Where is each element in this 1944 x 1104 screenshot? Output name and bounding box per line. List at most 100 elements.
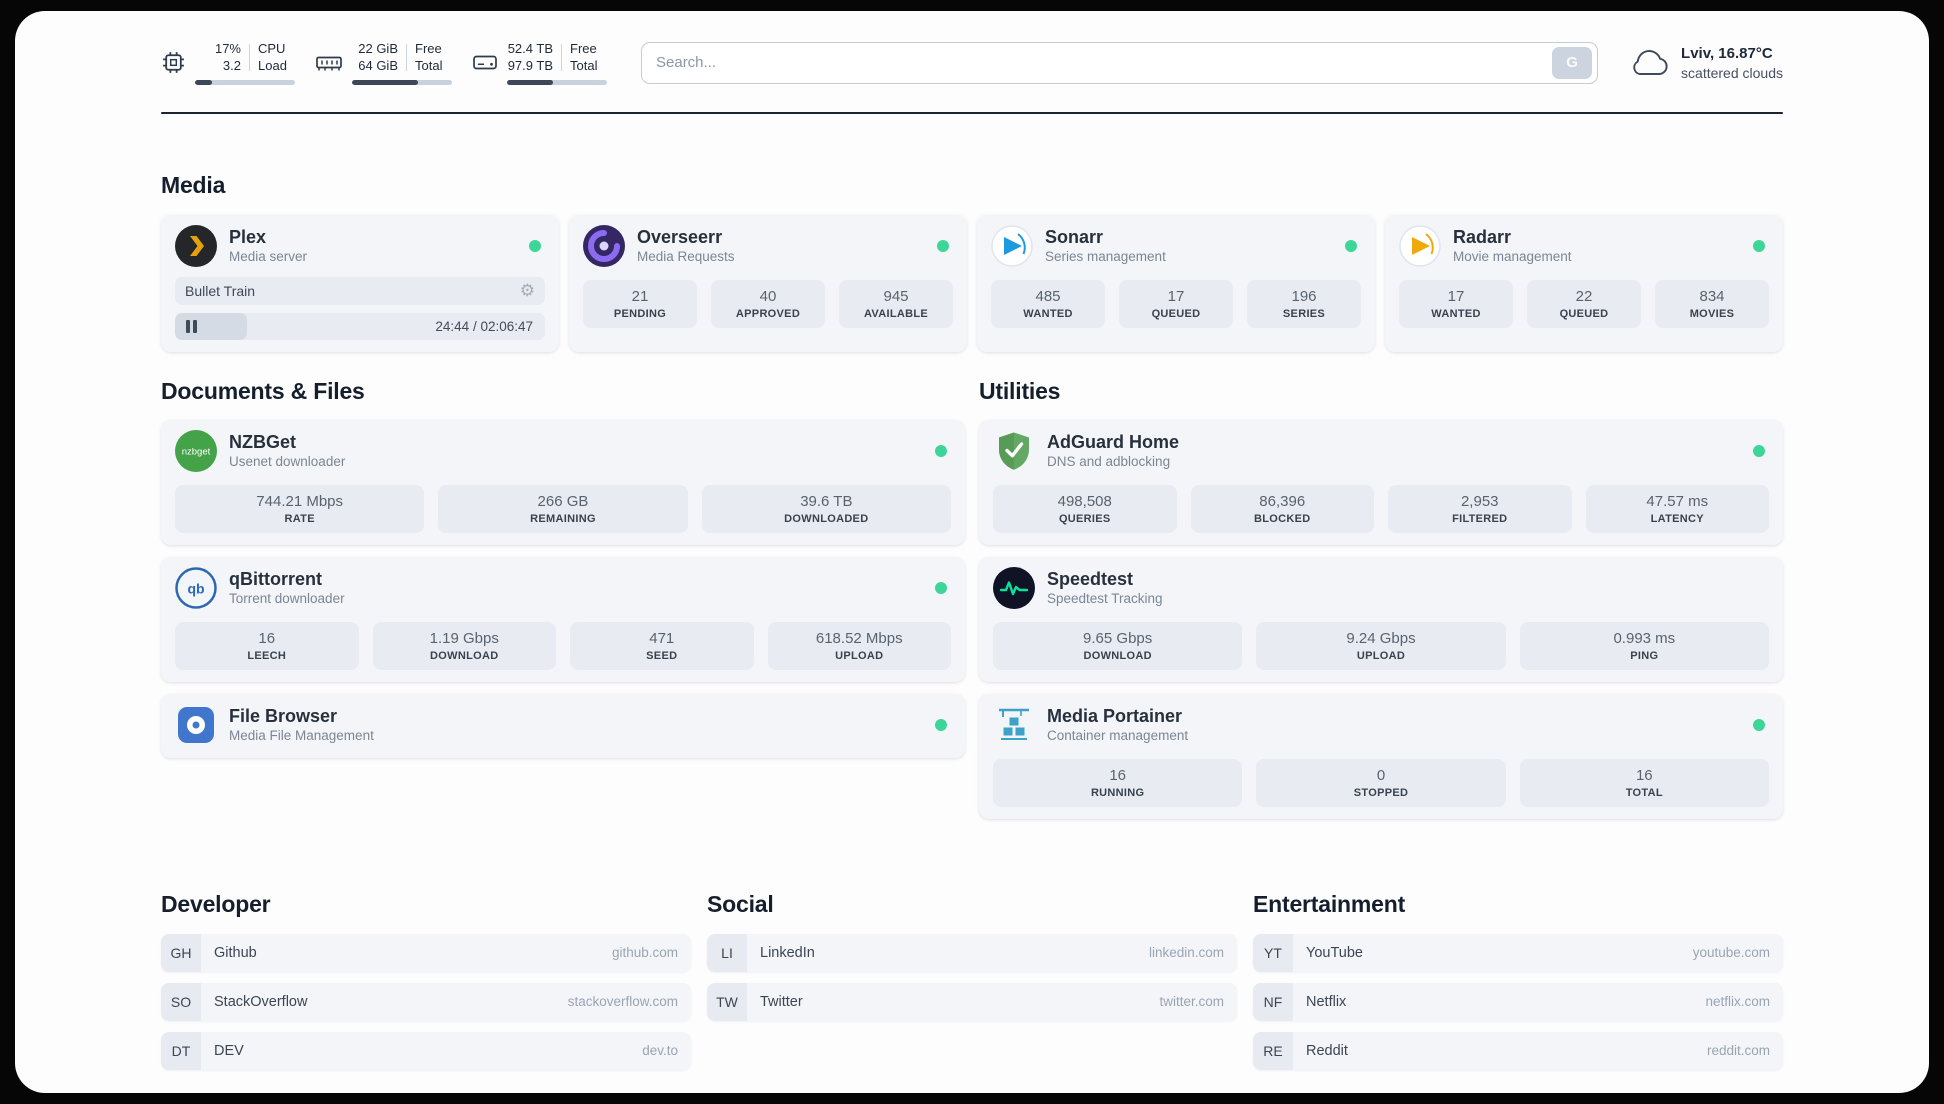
service-card-qbittorrent[interactable]: qb qBittorrent Torrent downloader 16 LEE… bbox=[161, 556, 965, 682]
bookmark-youtube[interactable]: YT YouTube youtube.com bbox=[1253, 933, 1783, 972]
stat-seed: 471 SEED bbox=[570, 621, 754, 670]
section-title-social: Social bbox=[707, 890, 774, 917]
status-dot bbox=[935, 581, 947, 594]
disk-widget: 52.4 TB 97.9 TB Free Total bbox=[472, 41, 607, 85]
status-dot bbox=[1345, 239, 1357, 252]
bookmarks-developer: Developer GH Github github.com SO StackO… bbox=[161, 831, 691, 1081]
plex-playback-time: 24:44 / 02:06:47 bbox=[435, 318, 533, 334]
section-title-developer: Developer bbox=[161, 890, 271, 917]
pause-icon bbox=[186, 319, 197, 333]
stat-rate: 744.21 Mbps RATE bbox=[175, 484, 425, 533]
service-title: NZBGet bbox=[229, 431, 296, 452]
disk-icon bbox=[473, 56, 497, 70]
cpu-usage-label: CPU bbox=[258, 41, 286, 56]
memory-free-label: Free bbox=[415, 41, 442, 56]
stat-approved: 40 APPROVED bbox=[711, 279, 825, 328]
service-card-sonarr[interactable]: Sonarr Series management 485 WANTED 17 Q… bbox=[977, 214, 1375, 352]
bookmark-abbr: RE bbox=[1253, 1031, 1293, 1070]
search-bar[interactable]: G bbox=[641, 41, 1599, 84]
documents-column: Documents & Files nzbget NZBGet Usenet d… bbox=[161, 352, 965, 770]
service-card-overseerr[interactable]: Overseerr Media Requests 21 PENDING 40 A… bbox=[569, 214, 967, 352]
cpu-usage-value: 17% bbox=[214, 41, 241, 56]
bookmark-url: linkedin.com bbox=[1148, 945, 1224, 961]
status-dot bbox=[1753, 718, 1765, 731]
sonarr-icon bbox=[991, 225, 1033, 267]
bookmark-url: youtube.com bbox=[1692, 945, 1770, 961]
bookmark-linkedin[interactable]: LI LinkedIn linkedin.com bbox=[707, 933, 1237, 972]
bookmark-name: Twitter bbox=[760, 993, 803, 1010]
cloud-icon bbox=[1633, 50, 1668, 76]
bookmark-abbr: SO bbox=[161, 982, 201, 1021]
bookmark-abbr: NF bbox=[1253, 982, 1293, 1021]
service-subtitle: Usenet downloader bbox=[229, 454, 346, 470]
bookmarks-social: Social LI LinkedIn linkedin.com TW Twitt… bbox=[707, 831, 1237, 1032]
service-title: qBittorrent bbox=[229, 568, 322, 589]
utilities-column: Utilities AdGuard Home DNS and adblockin… bbox=[979, 352, 1783, 831]
service-subtitle: Media File Management bbox=[229, 728, 374, 744]
service-card-speedtest[interactable]: Speedtest Speedtest Tracking 9.65 Gbps D… bbox=[979, 556, 1783, 682]
status-dot bbox=[935, 444, 947, 457]
bookmark-name: Github bbox=[214, 944, 257, 961]
bookmark-reddit[interactable]: RE Reddit reddit.com bbox=[1253, 1031, 1783, 1070]
divider bbox=[249, 44, 250, 72]
stat-movies: 834 MOVIES bbox=[1655, 279, 1769, 328]
service-card-portainer[interactable]: Media Portainer Container management 16 … bbox=[979, 693, 1783, 819]
bookmark-name: DEV bbox=[214, 1042, 244, 1059]
plex-icon bbox=[175, 224, 217, 267]
cpu-icon bbox=[163, 52, 184, 74]
svg-text:qb: qb bbox=[187, 580, 204, 596]
status-dot bbox=[1753, 444, 1765, 457]
bookmark-netflix[interactable]: NF Netflix netflix.com bbox=[1253, 982, 1783, 1021]
service-subtitle: Movie management bbox=[1453, 249, 1572, 265]
memory-widget: 22 GiB 64 GiB Free Total bbox=[315, 41, 452, 85]
service-subtitle: Series management bbox=[1045, 249, 1166, 265]
weather-widget: Lviv, 16.87°C scattered clouds bbox=[1626, 44, 1783, 82]
disk-free-value: 52.4 TB bbox=[507, 41, 553, 56]
now-playing-title: Bullet Train bbox=[185, 282, 256, 299]
service-title: Speedtest bbox=[1047, 568, 1134, 589]
service-card-radarr[interactable]: Radarr Movie management 17 WANTED 22 QUE… bbox=[1385, 214, 1783, 352]
stat-download: 1.19 Gbps DOWNLOAD bbox=[372, 621, 556, 670]
disk-total-value: 97.9 TB bbox=[507, 57, 553, 73]
bookmark-url: github.com bbox=[611, 945, 678, 961]
search-input[interactable] bbox=[656, 54, 1553, 72]
service-card-filebrowser[interactable]: File Browser Media File Management bbox=[161, 693, 965, 758]
radarr-icon bbox=[1399, 225, 1441, 267]
service-title: Radarr bbox=[1453, 226, 1512, 247]
bookmark-abbr: DT bbox=[161, 1031, 201, 1070]
bookmark-github[interactable]: GH Github github.com bbox=[161, 933, 691, 972]
bookmark-url: stackoverflow.com bbox=[567, 994, 678, 1010]
bookmark-stackoverflow[interactable]: SO StackOverflow stackoverflow.com bbox=[161, 982, 691, 1021]
disk-progress-fill bbox=[507, 79, 553, 85]
stat-upload: 618.52 Mbps UPLOAD bbox=[767, 621, 951, 670]
gear-icon[interactable]: ⚙ bbox=[519, 281, 535, 301]
service-card-nzbget[interactable]: nzbget NZBGet Usenet downloader 744.21 M… bbox=[161, 419, 965, 545]
bookmark-twitter[interactable]: TW Twitter twitter.com bbox=[707, 982, 1237, 1021]
portainer-icon bbox=[999, 708, 1029, 740]
stat-wanted: 485 WANTED bbox=[991, 279, 1105, 328]
stat-leech: 16 LEECH bbox=[175, 621, 359, 670]
overseerr-icon bbox=[583, 224, 625, 267]
cpu-progress-fill bbox=[195, 79, 212, 85]
stat-filtered: 2,953 FILTERED bbox=[1388, 484, 1572, 533]
bookmark-dev[interactable]: DT DEV dev.to bbox=[161, 1031, 691, 1070]
search-provider-button[interactable]: G bbox=[1552, 46, 1593, 79]
stat-total: 16 TOTAL bbox=[1519, 758, 1769, 807]
section-title-entertainment: Entertainment bbox=[1253, 890, 1406, 917]
status-dot bbox=[529, 239, 541, 252]
service-title: File Browser bbox=[229, 705, 338, 726]
memory-total-value: 64 GiB bbox=[358, 57, 398, 73]
bookmark-url: reddit.com bbox=[1706, 1043, 1770, 1059]
service-card-plex[interactable]: Plex Media server Bullet Train ⚙ 24:44 /… bbox=[161, 214, 559, 352]
service-card-adguard[interactable]: AdGuard Home DNS and adblocking 498,508 … bbox=[979, 419, 1783, 545]
bookmark-name: StackOverflow bbox=[214, 993, 308, 1010]
bookmark-abbr: LI bbox=[707, 933, 747, 972]
divider bbox=[406, 44, 407, 72]
status-dot bbox=[935, 718, 947, 731]
memory-free-value: 22 GiB bbox=[358, 41, 398, 56]
service-title: Overseerr bbox=[637, 226, 723, 247]
nzbget-icon: nzbget bbox=[175, 429, 217, 472]
divider bbox=[561, 44, 562, 72]
service-title: AdGuard Home bbox=[1047, 431, 1180, 452]
weather-location: Lviv, 16.87°C bbox=[1681, 45, 1773, 63]
